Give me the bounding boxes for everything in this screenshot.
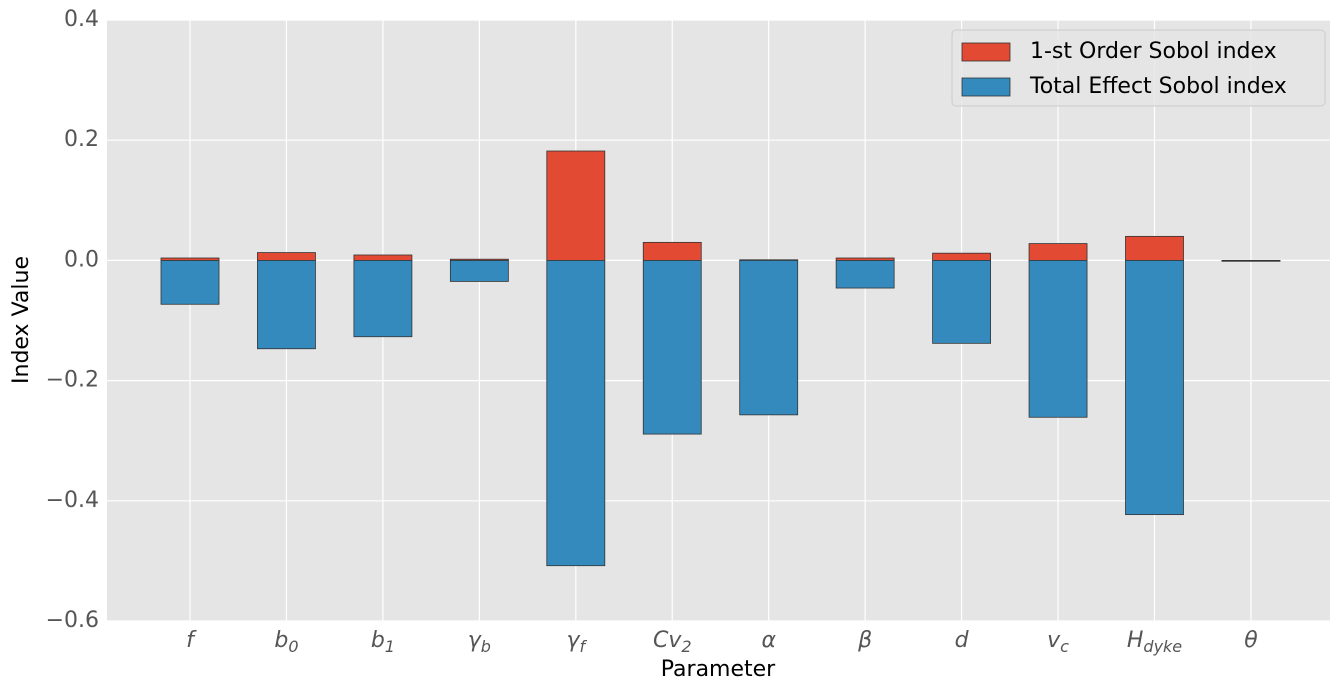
y-tick-label: −0.2 (46, 368, 99, 393)
y-axis-label: Index Value (9, 256, 34, 384)
y-tick-label: 0.2 (64, 127, 99, 152)
bar (257, 259, 316, 350)
bar (642, 241, 702, 261)
x-tick-label: Hdyke (1127, 628, 1182, 656)
y-tick-label: 0.4 (64, 7, 99, 32)
bar (1028, 243, 1088, 261)
x-tick-label: β (857, 628, 872, 653)
x-tick-label: Cv2 (653, 628, 692, 656)
x-tick-label: α (761, 628, 776, 653)
x-tick-label: b0 (274, 628, 298, 656)
bar (642, 259, 702, 435)
bar (932, 252, 991, 261)
y-tick-label: −0.6 (46, 608, 99, 633)
bar (546, 259, 606, 567)
legend-swatch (961, 77, 1011, 97)
bar (739, 259, 799, 416)
x-tick-label: θ (1244, 628, 1258, 653)
bar (353, 259, 413, 338)
x-tick-label: vc (1047, 628, 1069, 656)
bar (546, 150, 606, 261)
bar (353, 254, 413, 261)
x-tick-label: b1 (371, 628, 395, 656)
bar (1028, 259, 1088, 418)
bar (449, 259, 509, 282)
legend-label: 1-st Order Sobol index (1030, 39, 1277, 64)
bar (835, 259, 895, 289)
legend-label: Total Effect Sobol index (1029, 74, 1287, 99)
y-tick-label: 0.0 (64, 247, 99, 272)
bar (160, 259, 220, 305)
legend-swatch (961, 42, 1011, 62)
x-tick-label: γf (566, 628, 587, 656)
legend-box (951, 29, 1326, 107)
y-tick-label: −0.4 (46, 488, 99, 513)
bar (1125, 235, 1184, 261)
bar (257, 252, 316, 261)
x-tick-label: d (955, 628, 970, 653)
bar (1125, 259, 1184, 516)
bar (1221, 259, 1281, 262)
x-axis-label: Parameter (661, 657, 776, 682)
x-tick-label: γb (468, 628, 491, 656)
bar (932, 259, 991, 344)
x-tick-label: f (186, 628, 197, 653)
